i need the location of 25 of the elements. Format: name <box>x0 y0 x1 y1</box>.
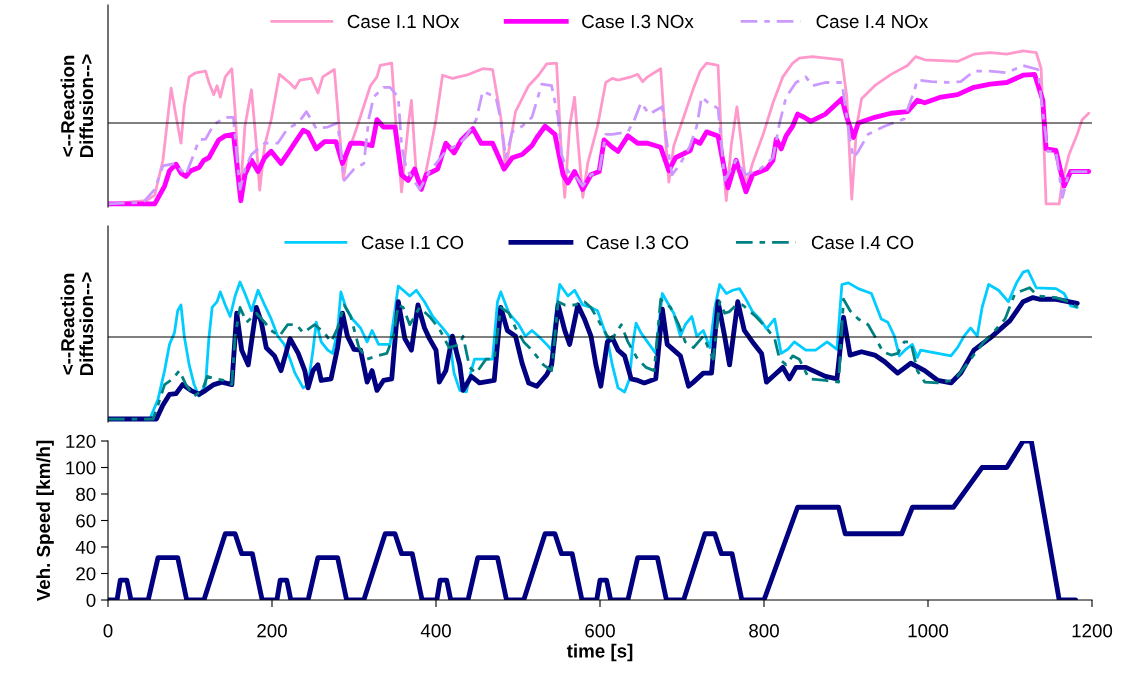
x-tick-label: 200 <box>257 624 287 638</box>
legend-label: Case I.1 CO <box>361 235 464 250</box>
y-axis-title: Veh. Speed [km/h] <box>36 440 54 602</box>
x-tick-label: 600 <box>585 624 615 638</box>
x-tick-label: 1000 <box>908 624 949 638</box>
x-tick-label: 800 <box>749 624 779 638</box>
y-axis-title: <--Reaction Diffusion--> <box>60 54 94 158</box>
line-series <box>108 441 1079 600</box>
legend-label: Case I.4 NOx <box>816 14 928 29</box>
x-axis-title: time [s] <box>566 643 633 662</box>
y-tick-label: 20 <box>76 567 96 581</box>
legend-label: Case I.4 CO <box>811 235 914 250</box>
y-tick-label: 120 <box>66 434 96 448</box>
y-axis-title: <--Reaction Diffusion--> <box>60 272 94 376</box>
x-tick-label: 400 <box>420 624 451 638</box>
legend-label: Case I.3 NOx <box>582 14 694 29</box>
x-tick-label: 1200 <box>1072 624 1113 638</box>
x-tick-label: 0 <box>103 624 113 638</box>
legend-label: Case I.1 NOx <box>347 14 460 29</box>
y-tick-label: 60 <box>76 514 96 528</box>
y-tick-label: 100 <box>66 461 96 475</box>
legend-label: Case I.3 CO <box>586 235 689 250</box>
y-tick-label: 0 <box>86 593 96 607</box>
y-tick-label: 80 <box>76 487 96 501</box>
y-tick-label: 40 <box>75 540 96 554</box>
